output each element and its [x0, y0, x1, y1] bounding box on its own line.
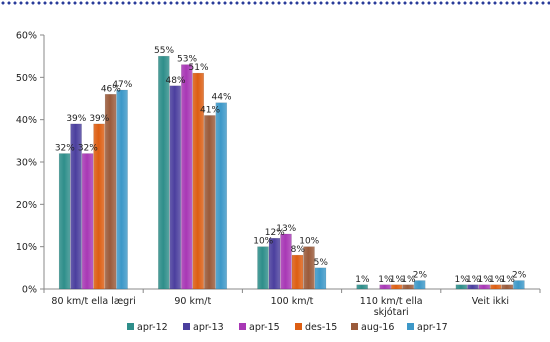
legend-label-apr-17: apr-17	[417, 322, 448, 333]
data-label: 39%	[66, 114, 86, 124]
bar-apr-12-2	[257, 246, 269, 290]
bar-des-15-4	[490, 284, 502, 290]
bar-des-15-1	[192, 72, 205, 290]
data-label: 32%	[78, 144, 98, 154]
data-label: 48%	[166, 76, 186, 86]
data-label: 1%	[355, 275, 370, 285]
data-label: 41%	[200, 105, 220, 115]
data-label: 10%	[299, 237, 319, 247]
legend-swatch-apr-13	[183, 323, 190, 330]
data-label: 53%	[177, 55, 197, 65]
bar-aug-16-1	[204, 115, 216, 290]
y-tick-label: 40%	[16, 115, 37, 126]
data-label: 1%	[378, 275, 393, 285]
legend-label-apr-13: apr-13	[193, 322, 224, 333]
data-label: 2%	[512, 271, 527, 281]
data-label: 8%	[291, 245, 306, 255]
data-label: 1%	[478, 275, 493, 285]
bar-apr-12-0	[58, 153, 71, 290]
data-label: 47%	[112, 80, 132, 90]
data-label: 39%	[89, 114, 109, 124]
data-label: 51%	[189, 63, 209, 73]
legend-swatch-aug-16	[351, 323, 358, 330]
data-label: 12%	[265, 228, 285, 238]
bar-apr-15-2	[280, 233, 292, 290]
data-label: 10%	[253, 237, 273, 247]
y-tick-label: 10%	[16, 242, 37, 253]
legend: apr-12 apr-13 apr-15 des-15 aug-16 apr-17	[127, 322, 448, 333]
legend-swatch-des-15	[295, 323, 302, 330]
data-label: 1%	[390, 275, 405, 285]
data-label: 1%	[455, 275, 470, 285]
data-label: 1%	[501, 275, 516, 285]
y-tick-label: 60%	[16, 31, 37, 42]
bar-apr-13-4	[467, 284, 479, 290]
data-label: 1%	[466, 275, 481, 285]
x-category-label: Veit ikki	[472, 296, 509, 307]
bar-des-15-0	[93, 123, 105, 290]
data-labels-group: 32%55%10%1% 1%39%48%12%1%32%53%13%1% 1%39%…	[55, 46, 527, 285]
y-tick-label: 20%	[16, 200, 37, 211]
data-label: 46%	[101, 84, 121, 94]
bar-aug-16-0	[104, 94, 117, 290]
legend-label-aug-16: aug-16	[361, 322, 394, 333]
legend-swatch-apr-12	[127, 323, 134, 330]
bars-group	[58, 55, 525, 290]
bar-aug-16-3	[402, 284, 414, 290]
data-label: 5%	[314, 258, 329, 268]
legend-swatch-apr-15	[239, 323, 246, 330]
legend-label-apr-12: apr-12	[137, 322, 168, 333]
y-tick-label: 0%	[22, 285, 37, 296]
bar-des-15-2	[291, 254, 304, 290]
data-label: 1%	[489, 275, 504, 285]
x-category-label: 110 km/t ella skjótari	[360, 296, 423, 318]
bar-apr-15-1	[181, 64, 193, 290]
bar-apr-17-0	[116, 89, 128, 290]
bar-apr-15-3	[379, 284, 391, 290]
data-label: 32%	[55, 144, 75, 154]
y-tick-label: 50%	[16, 73, 37, 84]
data-label: 2%	[413, 271, 428, 281]
bar-apr-15-0	[81, 153, 94, 290]
data-label: 44%	[212, 93, 232, 103]
data-label: 13%	[276, 224, 296, 234]
legend-label-apr-15: apr-15	[249, 322, 280, 333]
x-category-label: 100 km/t	[271, 296, 314, 307]
bar-apr-15-4	[478, 284, 491, 290]
bar-apr-13-2	[268, 237, 281, 290]
bar-apr-17-1	[215, 102, 228, 290]
bar-apr-12-3	[356, 284, 368, 290]
bar-apr-17-3	[413, 280, 426, 290]
bar-apr-13-0	[70, 123, 82, 290]
data-label: 1%	[401, 275, 416, 285]
x-category-label: 80 km/t ella lægri	[51, 296, 135, 307]
bar-apr-12-4	[455, 284, 468, 290]
x-category-label: 90 km/t	[174, 296, 211, 307]
bar-aug-16-2	[303, 246, 315, 290]
bar-apr-17-4	[513, 280, 525, 290]
bar-apr-17-2	[314, 267, 327, 290]
y-tick-label: 30%	[16, 158, 37, 169]
bar-apr-12-1	[158, 55, 170, 290]
bar-aug-16-4	[501, 284, 514, 290]
legend-swatch-apr-17	[407, 323, 414, 330]
legend-label-des-15: des-15	[305, 322, 337, 333]
bar-des-15-3	[390, 284, 403, 290]
bar-apr-13-1	[169, 85, 182, 290]
decorative-dotted-border	[0, 0, 550, 6]
data-label: 55%	[154, 46, 174, 56]
